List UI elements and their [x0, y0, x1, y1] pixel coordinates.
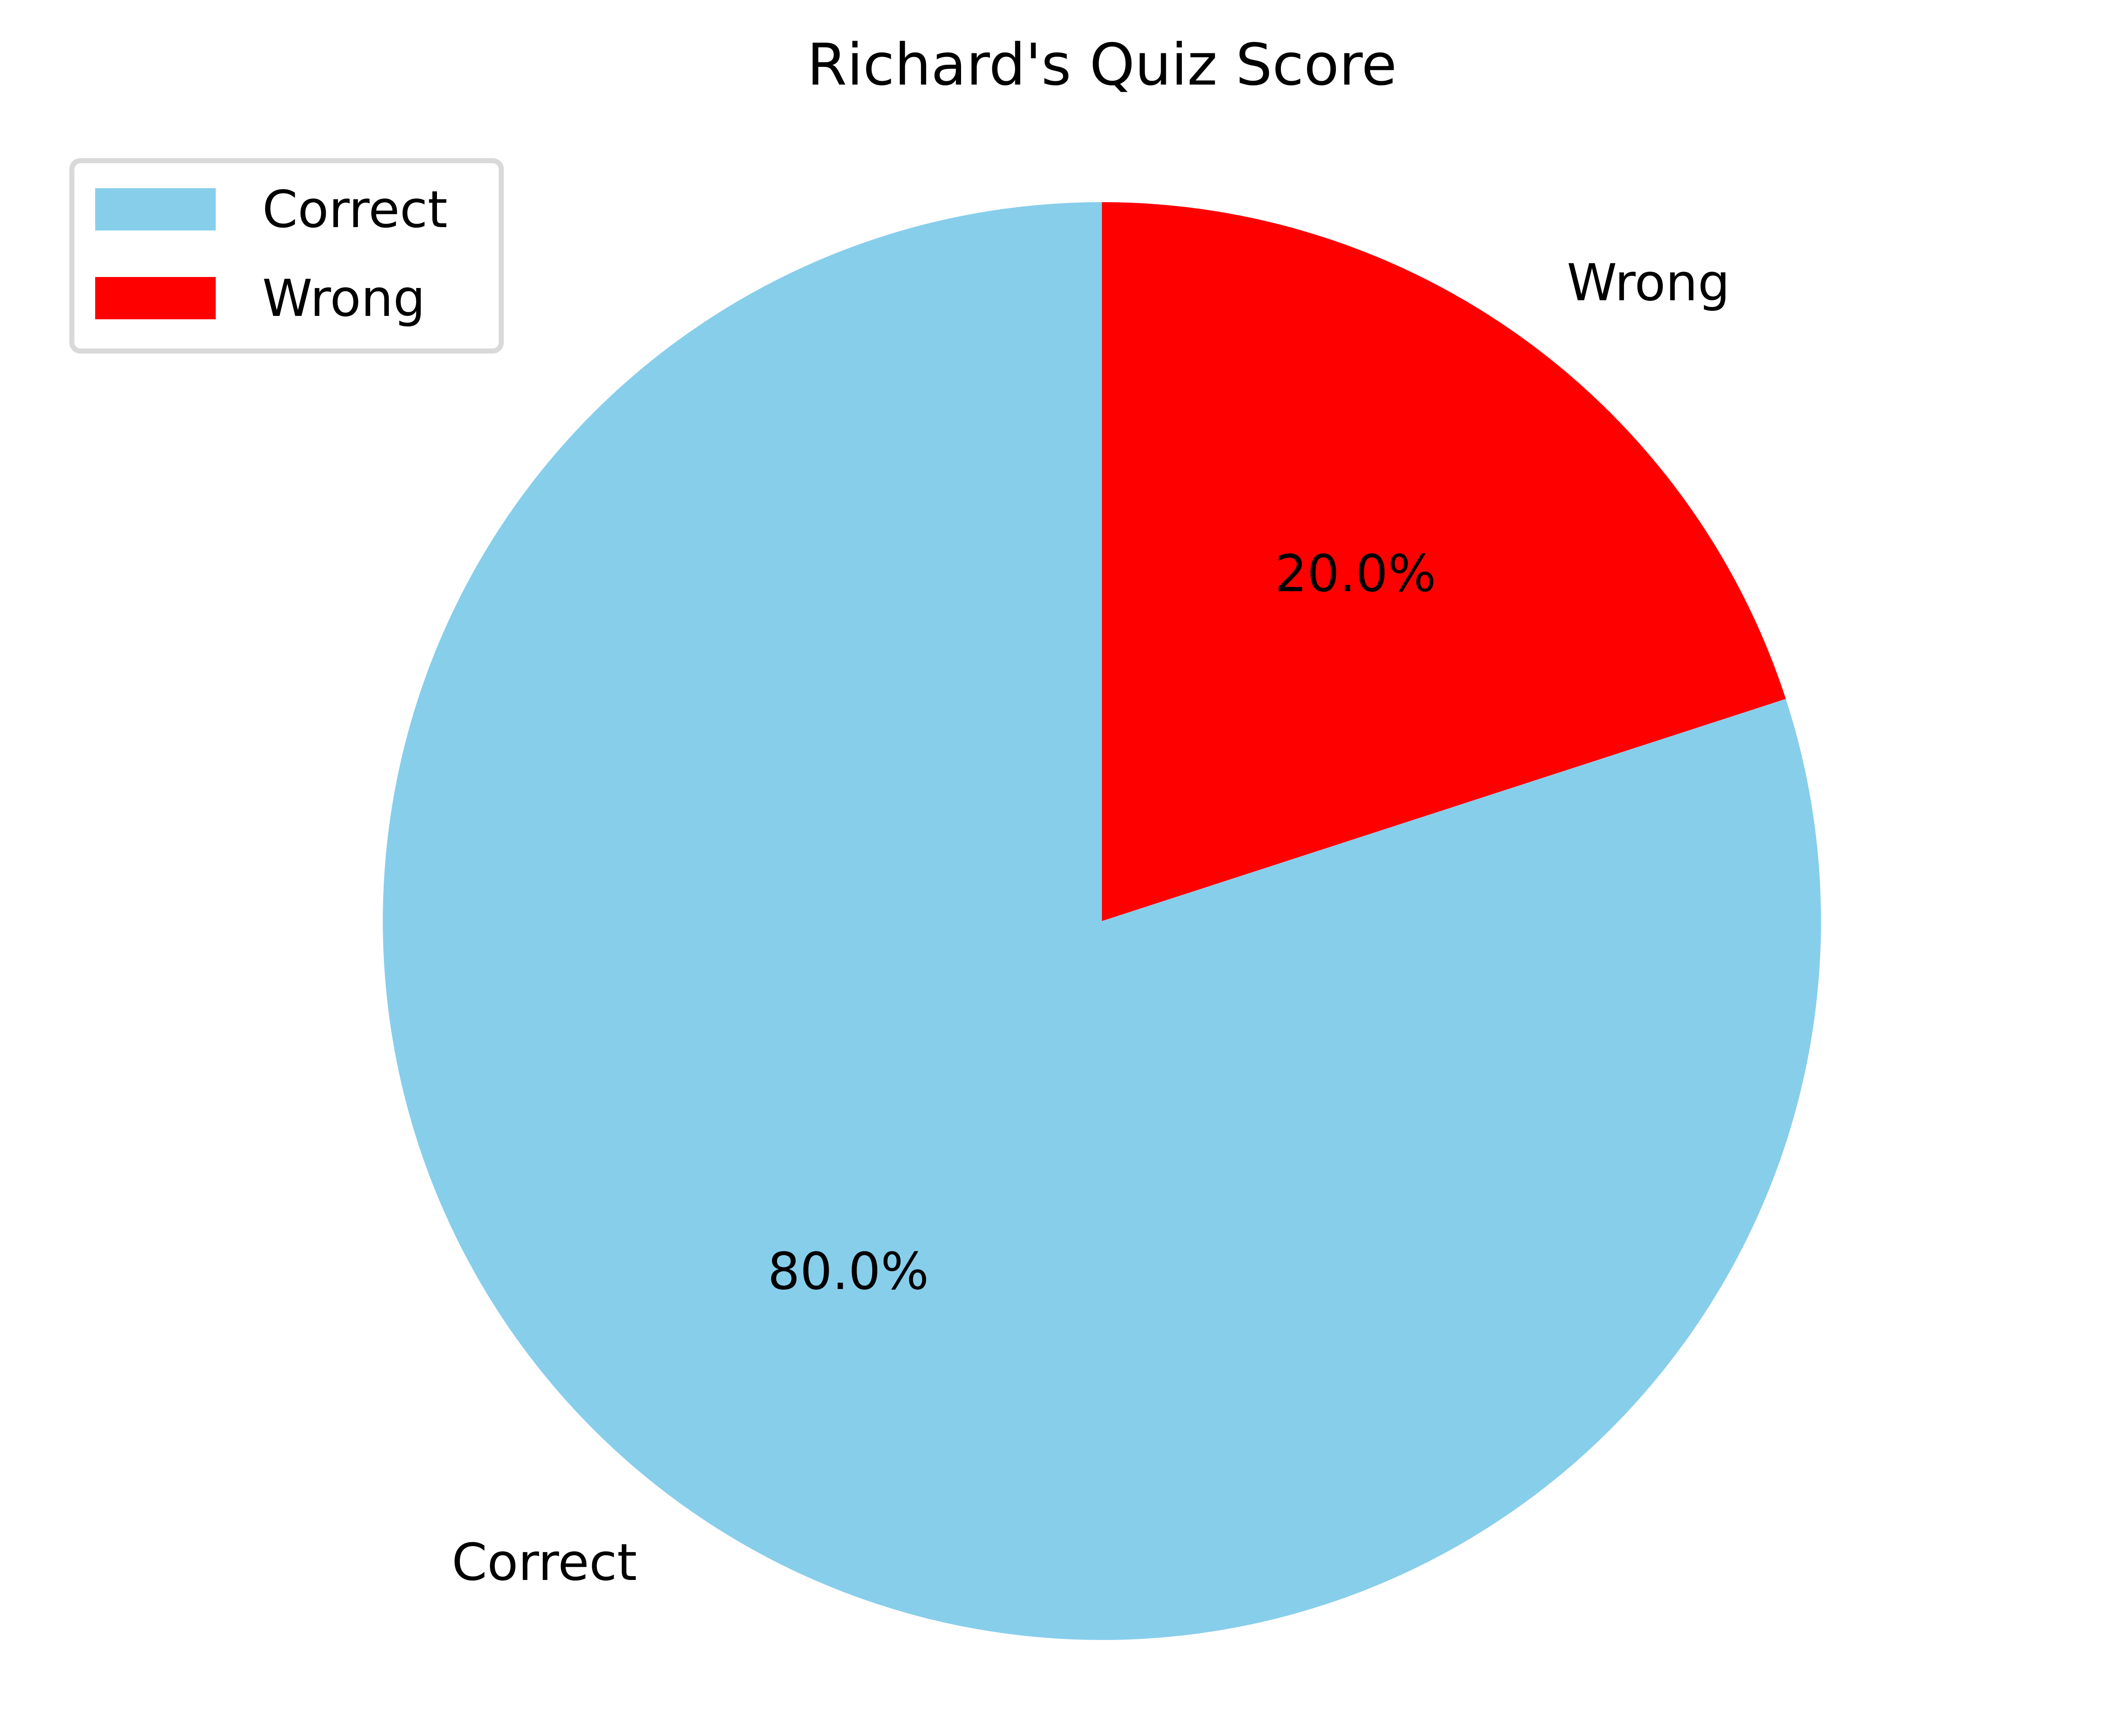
- legend: Correct Wrong: [69, 158, 504, 354]
- legend-swatch-wrong: [95, 277, 216, 319]
- pie-slice-correct: [382, 202, 1821, 1640]
- slice-percent-wrong: 20.0%: [1275, 545, 1436, 603]
- pie-slice-wrong: [1102, 202, 1786, 921]
- legend-swatch-correct: [95, 188, 216, 230]
- slice-percent-correct: 80.0%: [768, 1242, 929, 1301]
- legend-label-wrong: Wrong: [262, 269, 426, 328]
- pie-slices: [382, 202, 1821, 1640]
- slice-label-wrong: Wrong: [1567, 254, 1730, 313]
- slice-labels: Wrong 20.0% Correct 80.0%: [452, 254, 1730, 1592]
- legend-items: Correct Wrong: [95, 181, 448, 328]
- legend-label-correct: Correct: [262, 181, 448, 239]
- slice-label-correct: Correct: [452, 1533, 637, 1592]
- chart-title: Richard's Quiz Score: [807, 32, 1397, 99]
